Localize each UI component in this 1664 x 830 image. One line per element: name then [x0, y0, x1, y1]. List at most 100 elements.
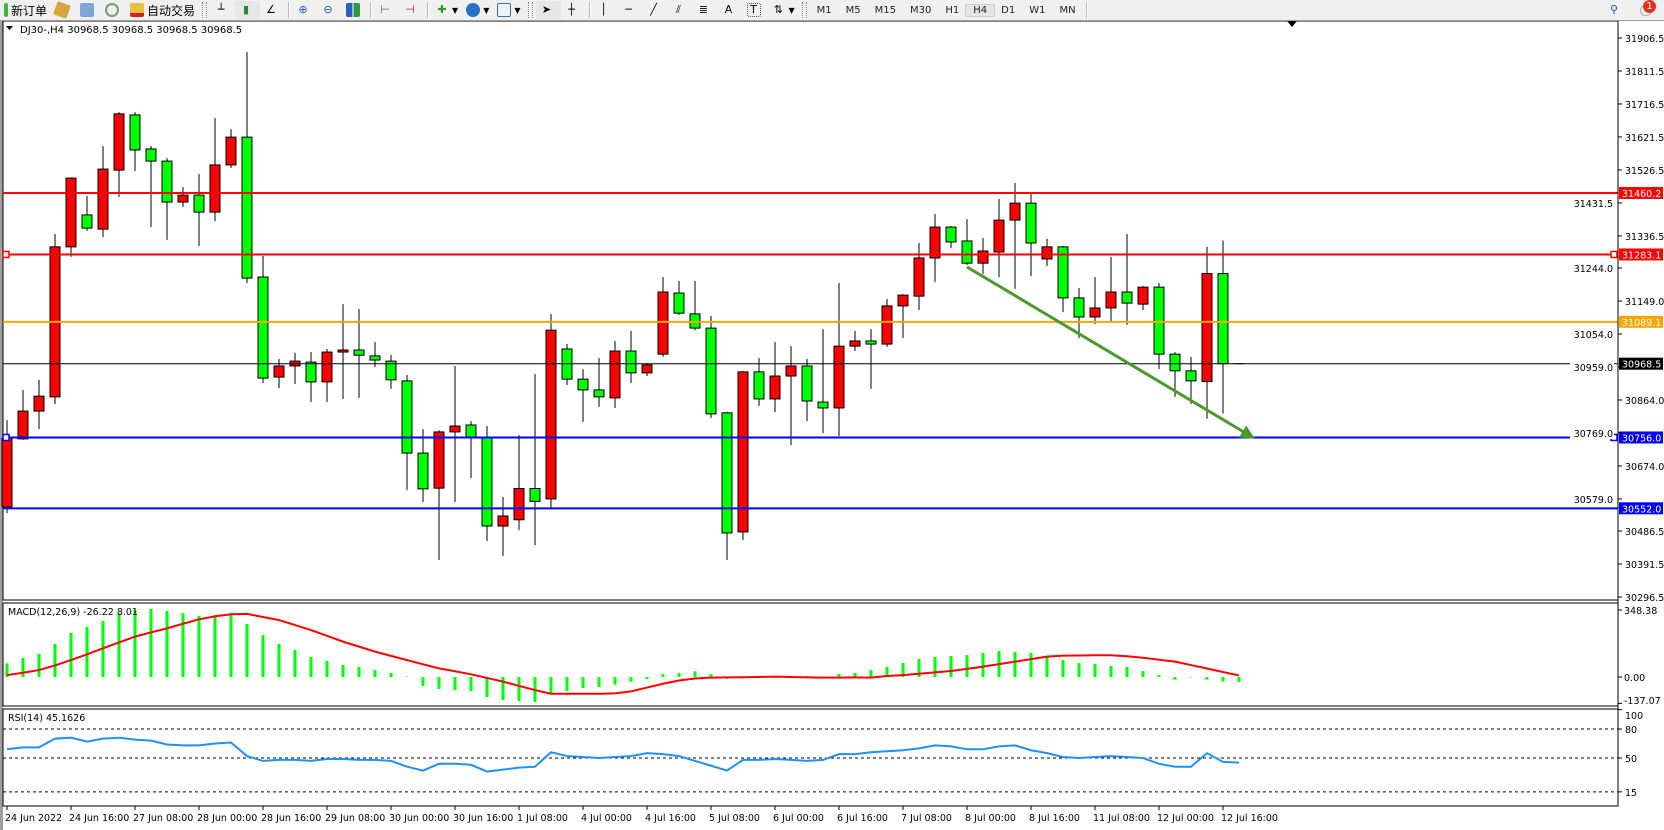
candle-body [449, 425, 461, 433]
candle [833, 282, 845, 437]
candle [769, 341, 781, 413]
timeframe-m30[interactable]: M30 [910, 4, 932, 16]
candle-body [1025, 202, 1037, 244]
candle-body [977, 250, 989, 264]
rsi-pane[interactable]: RSI(14) 45.1626 100 80 50 15 [2, 708, 1643, 807]
candle-body [897, 294, 909, 307]
bar-chart-button[interactable]: ┴ [210, 1, 235, 19]
horizontal-line-button[interactable]: ─ [618, 1, 643, 19]
signals-button[interactable] [101, 1, 126, 19]
candle-body [737, 371, 749, 533]
candle [193, 173, 205, 247]
time-label: 1 Jul 08:00 [517, 813, 568, 824]
new-order-button[interactable]: 新订单 [0, 1, 51, 19]
zoom-in-icon: ⊕ [298, 3, 308, 16]
navigator-button[interactable] [76, 1, 101, 19]
chart-window[interactable]: 31460.2 31283.1 31089.1 30968.5 30756.0 30552… [0, 21, 1664, 830]
candle [1089, 277, 1101, 324]
tile-windows-button[interactable] [342, 1, 367, 19]
candle-body [401, 380, 413, 454]
time-label: 30 Jun 00:00 [389, 813, 449, 824]
candle-body [1, 437, 13, 508]
candle [657, 277, 669, 357]
candle [801, 359, 813, 422]
indicators-button[interactable]: ✚ ▼ [431, 1, 462, 19]
candle-body [1121, 291, 1133, 304]
divider [427, 2, 429, 18]
timeframe-mn[interactable]: MN [1059, 4, 1076, 16]
toolbar-grip[interactable] [801, 2, 807, 18]
candle [1009, 182, 1021, 289]
arrows-button[interactable]: ⇅ ▼ [768, 1, 799, 19]
trendline-arrow[interactable] [966, 265, 1248, 436]
line-anchor-handle[interactable] [1610, 250, 1618, 259]
time-label: 28 Jun 16:00 [261, 813, 321, 824]
candle-body [577, 378, 589, 391]
new-order-icon [4, 3, 8, 17]
price-line-label: 31283.1 [1622, 250, 1661, 261]
rsi-axis-label: 15 [1625, 788, 1637, 799]
arrows-icon: ⇅ [773, 3, 784, 16]
price-pane[interactable]: 31460.2 31283.1 31089.1 30968.5 30756.0 30552… [1, 21, 1664, 806]
time-axis[interactable]: 24 Jun 2022 24 Jun 16:00 27 Jun 08:00 28 Ju… [5, 806, 1278, 824]
divider [370, 2, 372, 18]
candle [33, 379, 45, 430]
candle [641, 362, 653, 377]
candle-body [625, 350, 637, 374]
candle-body [81, 214, 93, 229]
line-chart-button[interactable]: ∠ [260, 1, 285, 19]
time-label: 30 Jun 16:00 [453, 813, 513, 824]
candle [737, 370, 749, 540]
templates-button[interactable]: ▼ [493, 1, 524, 19]
timeframe-h4[interactable]: H4 [965, 3, 996, 17]
search-button[interactable]: ⚲ [1603, 1, 1628, 19]
timeframe-m1[interactable]: M1 [816, 4, 832, 16]
fibonacci-button[interactable]: ≣ [693, 1, 718, 19]
history-button[interactable] [51, 1, 76, 19]
line-anchor-handle[interactable] [2, 250, 10, 259]
candle-body [593, 389, 605, 398]
crosshair-button[interactable]: ┼ [561, 1, 586, 19]
zoom-out-button[interactable]: ⊖ [317, 1, 342, 19]
price-line-label-bg [1619, 431, 1663, 444]
text-label-button[interactable]: T [743, 1, 768, 19]
text-button[interactable]: A [718, 1, 743, 19]
candle [1185, 356, 1197, 405]
vertical-line-button[interactable]: │ [593, 1, 618, 19]
time-label: 6 Jul 00:00 [773, 813, 824, 824]
chart-shift-button[interactable]: ⊣ [399, 1, 424, 19]
candle [881, 298, 893, 347]
text-label-icon: T [746, 3, 761, 17]
zoom-in-button[interactable]: ⊕ [292, 1, 317, 19]
timeframe-m15[interactable]: M15 [874, 4, 897, 16]
trendline-arrowhead-icon [1239, 425, 1255, 439]
macd-pane[interactable]: MACD(12,26,9) -26.22 8.01 348.38 0.00 -137.… [2, 602, 1661, 707]
toolbar-grip[interactable] [527, 2, 533, 18]
trendline-button[interactable]: ╱ [643, 1, 668, 19]
price-tick-label-bg [1570, 196, 1614, 209]
chart-shift-marker-icon[interactable] [1287, 21, 1297, 27]
toolbar-grip[interactable] [202, 2, 208, 18]
notification-button[interactable]: 1 [1640, 0, 1656, 17]
candle [49, 234, 61, 405]
timeframe-w1[interactable]: W1 [1029, 4, 1046, 16]
cursor-button[interactable]: ➤ [535, 1, 561, 19]
chart-menu-triangle-icon[interactable] [6, 26, 13, 30]
price-tick-label: 31149.0 [1625, 297, 1664, 308]
timeframe-d1[interactable]: D1 [1001, 4, 1016, 16]
autoscroll-button[interactable]: ⊢ [374, 1, 399, 19]
candle-body [705, 327, 717, 415]
new-order-label: 新订单 [11, 3, 48, 18]
auto-trading-button[interactable]: 自动交易 [126, 1, 199, 19]
periods-button[interactable]: ▼ [462, 1, 493, 19]
candle [417, 429, 429, 503]
candle-body [817, 401, 829, 409]
divider [288, 2, 290, 18]
candle [497, 496, 509, 556]
candle-body [961, 240, 973, 264]
line-anchor-handle[interactable] [2, 433, 10, 442]
timeframe-h1[interactable]: H1 [945, 4, 960, 16]
timeframe-m5[interactable]: M5 [845, 4, 861, 16]
equidistant-channel-button[interactable]: ⫽ [668, 1, 693, 19]
candlestick-button[interactable]: ▮ [235, 1, 261, 19]
